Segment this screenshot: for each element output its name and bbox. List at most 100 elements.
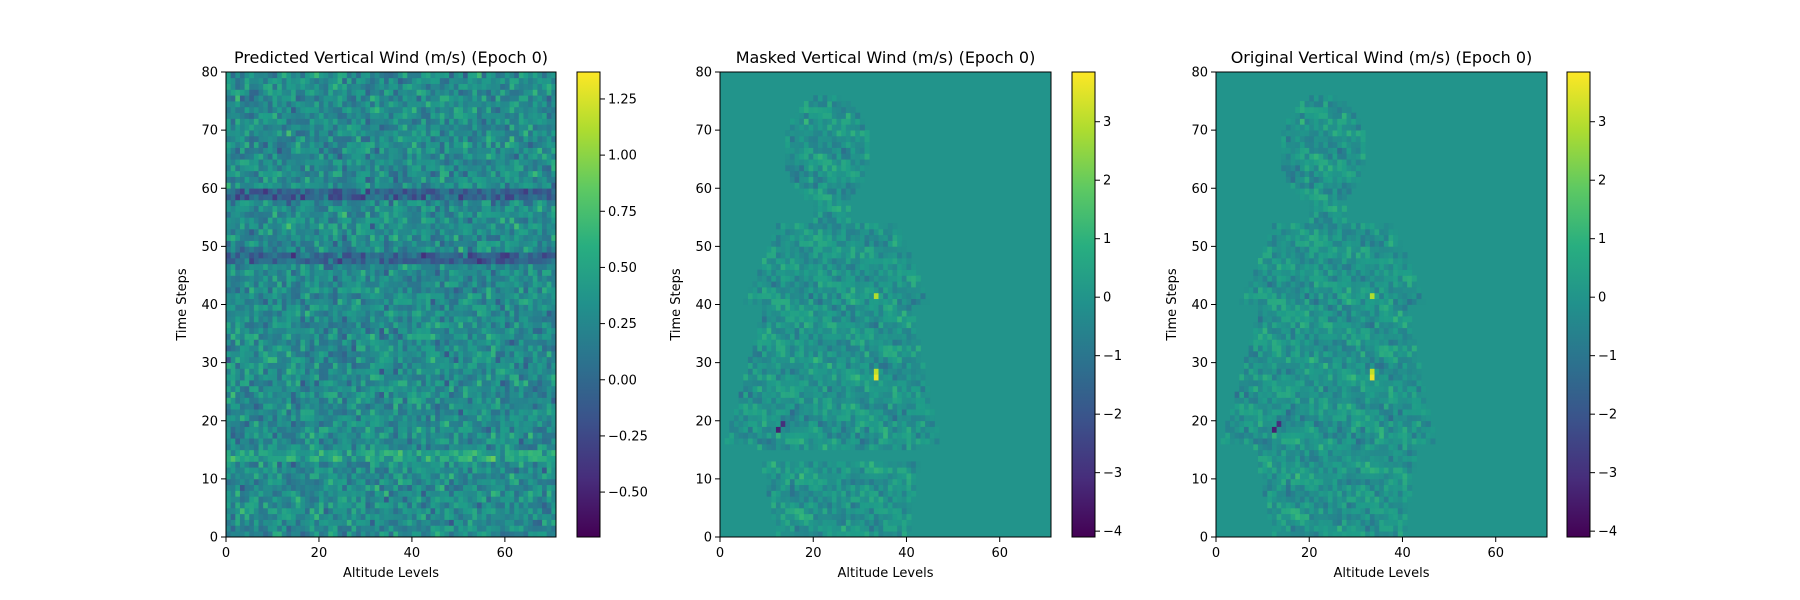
heatmap-cell (300, 287, 306, 294)
heatmap-cell (537, 531, 543, 538)
heatmap-cell (267, 513, 273, 520)
heatmap-cell (323, 525, 329, 532)
heatmap-cell (444, 391, 450, 398)
heatmap-cell (528, 199, 534, 207)
heatmap-cell (332, 275, 338, 282)
heatmap-cell (532, 397, 538, 404)
heatmap-cell (384, 409, 390, 416)
heatmap-cell (318, 165, 324, 172)
heatmap-cell (430, 176, 436, 183)
heatmap-cell (435, 287, 441, 294)
heatmap-cell (291, 455, 297, 462)
heatmap-cell (393, 397, 399, 404)
heatmap-cell (332, 217, 338, 224)
heatmap-cell (537, 176, 543, 183)
heatmap-cell (388, 287, 394, 294)
heatmap-cell (542, 281, 548, 288)
heatmap-cell (258, 182, 264, 189)
heatmap-cell (235, 362, 241, 369)
heatmap-cell (295, 176, 301, 183)
heatmap-cell (542, 252, 548, 259)
heatmap-cell (249, 496, 255, 503)
heatmap-cell (444, 263, 450, 270)
heatmap-cell (532, 502, 538, 509)
heatmap-cell (476, 275, 482, 282)
heatmap-cell (435, 403, 441, 410)
heatmap-cell (253, 199, 259, 207)
heatmap-cell (277, 153, 283, 160)
heatmap-cell (467, 176, 473, 183)
heatmap-cell (309, 432, 315, 439)
heatmap-cell (425, 310, 431, 317)
heatmap-cell (267, 391, 273, 398)
heatmap-cell (281, 188, 287, 195)
heatmap-cell (476, 362, 482, 369)
heatmap-cell (467, 321, 473, 329)
heatmap-cell (286, 141, 292, 148)
heatmap-cell (402, 339, 408, 346)
heatmap-cell (351, 391, 357, 398)
heatmap-cell (337, 420, 343, 427)
heatmap-cell (305, 385, 311, 393)
heatmap-cell (300, 467, 306, 474)
heatmap-cell (235, 269, 241, 276)
heatmap-cell (444, 234, 450, 241)
heatmap-cell (435, 461, 441, 468)
heatmap-cell (458, 327, 464, 334)
heatmap-cell (295, 258, 301, 265)
heatmap-cell (365, 310, 371, 317)
heatmap-cell (551, 188, 557, 195)
heatmap-cell (374, 513, 380, 520)
heatmap-cell (546, 147, 552, 154)
heatmap-cell (249, 228, 255, 236)
heatmap-cell (439, 473, 445, 480)
heatmap-cell (397, 188, 403, 195)
heatmap-cell (318, 327, 324, 334)
heatmap-cell (435, 321, 441, 329)
heatmap-cell (328, 217, 334, 224)
heatmap-cell (402, 432, 408, 439)
heatmap-cell (263, 240, 269, 247)
heatmap-cell (486, 275, 492, 282)
heatmap-cell (370, 176, 376, 183)
heatmap-cell (291, 345, 297, 352)
heatmap-cell (351, 217, 357, 224)
heatmap-cell (551, 287, 557, 294)
heatmap-cell (281, 496, 287, 503)
heatmap-cell (342, 194, 348, 201)
heatmap-cell (267, 304, 273, 311)
heatmap-cell (532, 228, 538, 236)
heatmap-cell (397, 414, 403, 422)
heatmap-cell (244, 205, 250, 212)
heatmap-cell (500, 153, 506, 160)
heatmap-cell (305, 403, 311, 410)
heatmap-cell (407, 159, 413, 166)
heatmap-cell (402, 234, 408, 241)
heatmap-cell (476, 333, 482, 340)
heatmap-cell (342, 385, 348, 393)
heatmap-cell (253, 159, 259, 166)
heatmap-cell (305, 502, 311, 509)
heatmap-cell (226, 467, 231, 474)
heatmap-cell (239, 246, 245, 253)
heatmap-cell (504, 403, 510, 410)
heatmap-cell (537, 362, 543, 369)
heatmap-cell (314, 531, 320, 538)
heatmap-cell (300, 385, 306, 393)
heatmap-cell (495, 304, 501, 311)
heatmap-cell (495, 409, 501, 416)
heatmap-cell (514, 135, 520, 143)
heatmap-cell (504, 304, 510, 311)
heatmap-cell (328, 252, 334, 259)
heatmap-cell (328, 321, 334, 329)
heatmap-cell (226, 130, 231, 137)
heatmap-cell (351, 374, 357, 381)
heatmap-cell (463, 380, 469, 387)
heatmap-cell (518, 228, 524, 236)
heatmap-cell (397, 432, 403, 439)
heatmap-cell (439, 426, 445, 433)
heatmap-cell (230, 507, 236, 515)
heatmap-cell (467, 205, 473, 212)
heatmap-cell (509, 141, 515, 148)
heatmap-cell (305, 473, 311, 480)
